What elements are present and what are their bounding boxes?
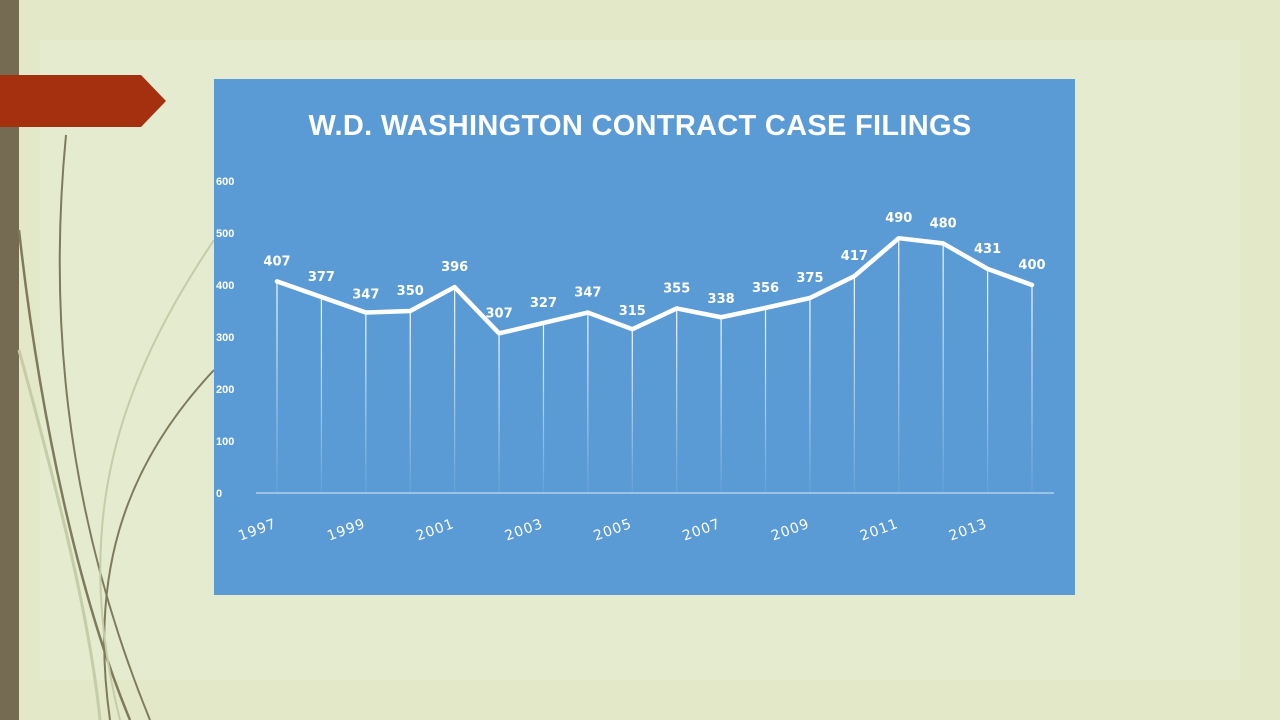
data-label: 355: [663, 281, 690, 296]
drop-line: [409, 311, 411, 493]
data-label: 407: [263, 254, 290, 269]
data-label: 315: [619, 304, 646, 319]
drop-line: [276, 281, 278, 493]
data-label: 431: [974, 242, 1001, 257]
drop-line: [853, 276, 855, 493]
data-label: 480: [930, 216, 957, 231]
y-tick-label: 500: [216, 228, 234, 240]
data-label: 377: [308, 270, 335, 285]
chart-panel: [214, 79, 1075, 595]
data-label: 347: [352, 288, 379, 303]
data-label: 396: [441, 260, 468, 275]
drop-line: [942, 243, 944, 493]
x-tick-label: 2013: [947, 516, 990, 545]
data-label: 417: [841, 249, 868, 264]
data-label: 400: [1018, 258, 1045, 273]
drop-line: [764, 307, 767, 493]
drop-line: [1031, 285, 1033, 493]
drop-line: [898, 238, 900, 493]
y-tick-label: 600: [216, 176, 234, 188]
y-tick-label: 200: [216, 384, 234, 396]
data-label: 490: [885, 211, 912, 226]
y-tick-label: 400: [216, 280, 234, 292]
data-label: 338: [708, 292, 735, 307]
x-tick-label: 2011: [858, 516, 901, 545]
data-label: 350: [397, 284, 424, 299]
drop-line: [498, 333, 500, 493]
decorative-curve: [99, 239, 215, 720]
left-accent-bar: [0, 0, 19, 720]
drop-line: [454, 287, 456, 493]
data-label: 356: [752, 281, 779, 296]
drop-line: [809, 298, 811, 493]
drop-line: [631, 329, 633, 493]
x-tick-label: 2003: [503, 516, 546, 545]
series-line: [274, 235, 1035, 336]
drop-line: [676, 308, 678, 493]
chart-title: W.D. WASHINGTON CONTRACT CASE FILINGS: [308, 110, 972, 142]
drop-line: [365, 312, 367, 493]
data-label: 347: [574, 286, 601, 301]
drop-line: [587, 312, 589, 493]
x-tick-label: 2009: [769, 516, 812, 545]
drop-line: [720, 317, 722, 493]
x-tick-label: 2007: [680, 516, 723, 545]
y-tick-label: 0: [216, 488, 222, 500]
data-label: 327: [530, 296, 557, 311]
data-label: 307: [485, 306, 512, 321]
red-accent-tab: [0, 75, 166, 127]
x-tick-label: 1997: [236, 516, 279, 545]
decorative-curve: [58, 134, 151, 720]
decorative-curve: [17, 349, 102, 720]
drop-line: [986, 268, 989, 493]
drop-line: [320, 296, 323, 493]
y-tick-label: 100: [216, 436, 234, 448]
decorative-curve: [103, 369, 215, 720]
drop-line: [542, 322, 545, 493]
data-label: 375: [796, 271, 823, 286]
x-tick-label: 2005: [592, 516, 635, 545]
y-tick-label: 300: [216, 332, 234, 344]
x-tick-label: 2001: [414, 516, 457, 545]
x-tick-label: 1999: [325, 516, 368, 545]
decorative-curve: [17, 229, 132, 720]
